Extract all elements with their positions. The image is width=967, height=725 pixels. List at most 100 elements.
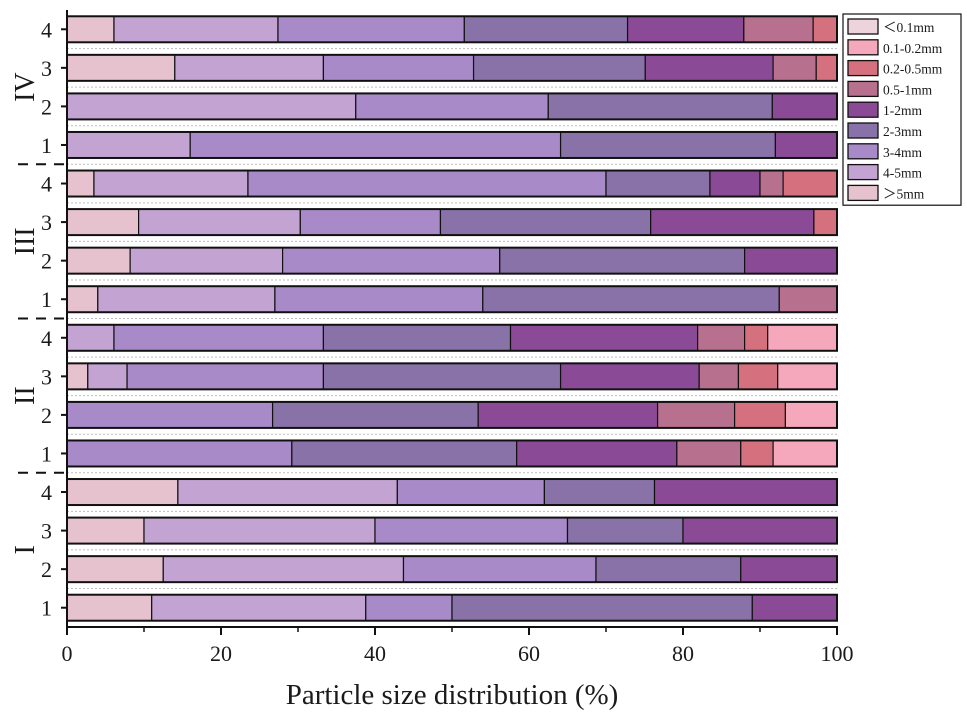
- bar-segment-I-4-1: [177, 478, 398, 506]
- bar-segment-III-4-2: [247, 169, 607, 198]
- bar-segment-II-2-4: [477, 401, 659, 429]
- legend-label: 0.2-0.5mm: [883, 62, 943, 77]
- bar-segment-III-4-5: [759, 169, 784, 198]
- bar-segment-IV-1-3: [559, 131, 777, 159]
- bar-segment-I-3-0: [66, 516, 145, 545]
- bar-segment-IV-4-2: [277, 15, 465, 43]
- bar-segment-IV-3-5: [772, 54, 817, 82]
- legend-label: ＜0.1mm: [883, 20, 935, 35]
- bar-segment-II-4-3: [322, 324, 512, 352]
- bar-segment-II-3-2: [126, 362, 325, 390]
- row-label: 3: [41, 364, 52, 389]
- row-label: 2: [41, 94, 52, 119]
- bar-segment-IV-2-2: [355, 92, 549, 121]
- x-tick-label: 0: [62, 641, 73, 666]
- row-label: 4: [41, 480, 52, 505]
- group-label: IV: [10, 72, 41, 102]
- bar-segment-II-1-5: [676, 439, 742, 468]
- bar-segment-IV-3-3: [472, 54, 646, 82]
- bar-segment-III-4-1: [93, 169, 249, 198]
- row-label: 2: [41, 557, 52, 582]
- row-label: 1: [41, 441, 52, 466]
- bar-segment-II-1-6: [740, 439, 774, 468]
- row-label: 2: [41, 403, 52, 428]
- bar-segment-III-2-4: [743, 247, 838, 275]
- bar-segment-III-3-1: [138, 208, 301, 236]
- row-label: 1: [41, 133, 52, 158]
- bar-segment-II-3-4: [559, 362, 700, 390]
- bar-segment-II-4-4: [509, 324, 699, 352]
- bar-segment-I-1-1: [151, 594, 367, 622]
- bar-segment-III-1-2: [274, 285, 484, 313]
- x-tick-label: 100: [821, 641, 854, 666]
- bar-segment-II-1-3: [291, 439, 518, 468]
- bar-segment-I-4-2: [396, 478, 545, 506]
- bar-segment-IV-4-5: [743, 15, 814, 43]
- bar-segment-I-2-3: [595, 555, 742, 583]
- row-label: 4: [41, 172, 52, 197]
- legend-label: 3-4mm: [883, 145, 922, 160]
- bar-segment-III-4-3: [605, 169, 711, 198]
- bar-segment-II-3-6: [737, 362, 779, 390]
- bar-segment-I-1-0: [66, 594, 153, 622]
- bar-segment-II-4-6: [743, 324, 769, 352]
- bar-segment-II-2-3: [271, 401, 479, 429]
- bar-segment-I-2-1: [162, 555, 405, 583]
- row-label: 3: [41, 519, 52, 544]
- bar-segment-I-2-4: [740, 555, 838, 583]
- legend-label: 1-2mm: [883, 103, 922, 118]
- bar-segment-II-3-0: [66, 362, 89, 390]
- bar-segment-II-1-2: [66, 439, 293, 468]
- bar-segment-IV-3-1: [174, 54, 325, 82]
- bar-segment-III-3-0: [66, 208, 140, 236]
- bar-segment-II-3-3: [322, 362, 562, 390]
- bar-segment-II-2-5: [656, 401, 736, 429]
- bar-segment-III-1-5: [778, 285, 838, 313]
- bar-segment-II-1-4: [516, 439, 678, 468]
- bar-segment-III-4-0: [66, 169, 95, 198]
- legend-swatch: [847, 39, 879, 56]
- legend-swatch: [847, 80, 879, 98]
- bar-segment-IV-4-0: [66, 15, 115, 43]
- bar-segment-I-4-3: [543, 478, 656, 506]
- legend-swatch: [847, 143, 879, 160]
- legend-label: 4-5mm: [883, 166, 922, 181]
- legend-swatch: [847, 101, 879, 118]
- bar-segment-I-3-3: [566, 516, 684, 545]
- bar-segment-I-2-2: [402, 555, 597, 583]
- bar-segment-IV-1-4: [774, 131, 838, 159]
- bar-segment-IV-1-1: [66, 131, 191, 159]
- row-label: 1: [41, 596, 52, 621]
- bar-segment-II-2-7: [784, 401, 838, 429]
- row-label: 2: [41, 249, 52, 274]
- bar-segment-I-1-3: [451, 594, 753, 622]
- group-label: III: [10, 227, 41, 255]
- bar-segment-III-4-4: [709, 169, 761, 198]
- row-label: 4: [41, 326, 52, 351]
- bar-segment-I-1-2: [365, 594, 453, 622]
- legend-swatch: [847, 163, 879, 181]
- bar-segment-III-3-2: [299, 208, 442, 236]
- bar-segment-II-3-1: [87, 362, 128, 390]
- x-axis-title: Particle size distribution (%): [286, 679, 619, 711]
- x-tick-label: 40: [364, 641, 386, 666]
- group-label: II: [10, 386, 41, 405]
- bar-segment-I-4-4: [653, 478, 838, 506]
- bar-segment-III-4-6: [782, 169, 838, 198]
- bar-segment-III-2-3: [499, 247, 746, 275]
- bar-segment-IV-1-2: [189, 131, 562, 159]
- bar-segment-IV-2-4: [771, 92, 838, 121]
- x-tick-label: 80: [672, 641, 694, 666]
- bar-segment-III-1-3: [482, 285, 780, 313]
- bar-segment-I-3-4: [682, 516, 838, 545]
- legend-swatch: [847, 122, 879, 139]
- row-label: 3: [41, 210, 52, 235]
- bar-segment-III-2-2: [282, 247, 501, 275]
- bar-segment-II-3-7: [777, 362, 838, 390]
- legend-label: ＞5mm: [883, 186, 925, 201]
- legend-label: 0.5-1mm: [883, 82, 933, 97]
- group-label: I: [10, 545, 41, 554]
- bar-segment-IV-4-4: [626, 15, 745, 43]
- bar-segment-II-4-5: [697, 324, 746, 352]
